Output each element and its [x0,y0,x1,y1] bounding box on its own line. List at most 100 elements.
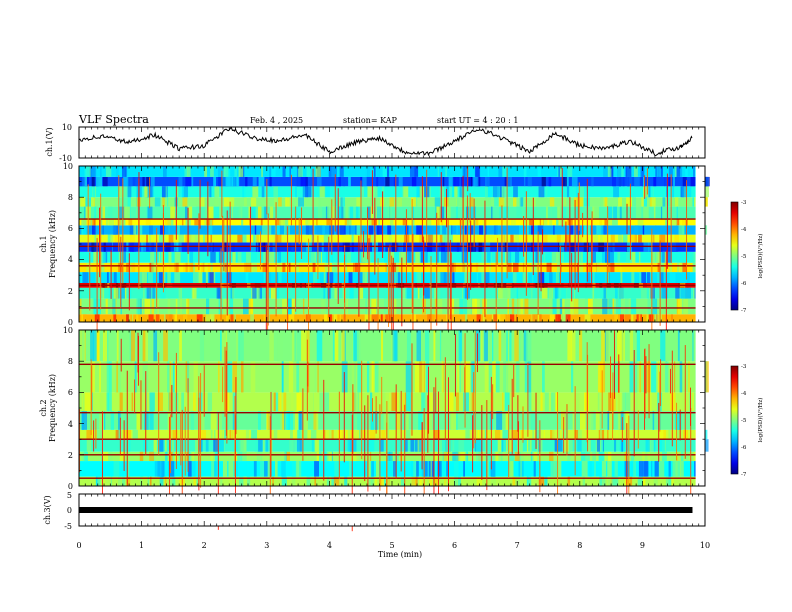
spectral-speckle [113,314,117,322]
spectral-speckle [158,234,165,243]
spectral-speckle [346,219,352,226]
sferic-streak [671,350,673,447]
time-axis-tick-label: 1 [139,541,144,550]
spectral-speckle [376,225,380,235]
spectral-speckle [301,272,305,283]
spectral-speckle [329,429,334,440]
sferic-streak [574,386,576,476]
spectral-speckle [152,287,156,299]
spectral-speckle [604,219,608,226]
spectral-speckle [166,262,169,273]
spectral-speckle [290,411,294,430]
spectral-speckle [176,451,181,462]
spectral-speckle [108,287,113,299]
spectral-speckle [386,166,390,177]
spectral-speckle [657,262,661,273]
spectral-speckle [349,225,351,235]
spectral-speckle [271,166,276,177]
spectral-speckle [81,314,83,322]
spectral-speckle [331,251,333,263]
spectral-speckle [692,262,698,273]
spectral-speckle [445,242,449,252]
spectral-speckle [406,330,411,362]
ch3-ytick-0: 0 [67,506,72,515]
spectral-speckle [668,429,671,440]
spectral-speckle [452,439,455,452]
sferic-streak [145,371,147,456]
spectral-speckle [505,411,509,430]
spectral-speckle [373,262,379,273]
spectral-speckle [600,197,607,207]
spectral-speckle [126,314,130,322]
spectral-speckle [446,461,449,477]
spectral-speckle [306,476,311,486]
spectral-speckle [602,439,604,452]
spectral-speckle [484,429,486,440]
spectral-speckle [659,439,665,452]
spectral-speckle [621,439,624,452]
spectral-speckle [263,242,266,252]
spectral-speckle [258,287,263,299]
spectral-speckle [83,206,86,220]
spectral-speckle [509,451,515,462]
spectral-speckle [175,298,178,315]
spectral-speckle [503,262,508,273]
cb2-tick-m3: -3 [741,364,747,370]
spectral-speckle [90,330,94,362]
spectral-speckle [211,461,215,477]
spectral-speckle [651,197,656,207]
spectral-speckle [260,461,266,477]
spectral-speckle [146,186,152,198]
sferic-streak [149,177,151,209]
spectral-speckle [272,242,276,252]
spectral-speckle [369,234,376,243]
spectral-speckle [111,242,114,252]
spectral-speckle [400,476,405,486]
spectral-speckle [254,439,259,452]
spectral-speckle [179,451,181,462]
spectral-speckle [624,476,631,486]
spectral-speckle [440,461,447,477]
spectral-speckle [653,476,658,486]
spectral-speckle [584,298,590,315]
sferic-streak [522,406,524,443]
spectral-speckle [559,166,562,177]
spectral-speckle [284,225,290,235]
sferic-streak [275,202,277,317]
spectral-speckle [512,262,519,273]
spectral-speckle [123,176,129,187]
spectral-speckle [550,461,553,477]
sferic-streak [400,390,402,472]
spectral-speckle [149,476,152,486]
ch3-ytick-5: 5 [67,491,72,500]
spectral-speckle [186,166,191,177]
spectral-speckle [428,411,433,430]
sferic-streak [613,330,615,399]
spectral-speckle [123,251,127,263]
sferic-streak [542,229,544,255]
spectral-speckle [572,411,575,430]
sferic-streak [513,364,515,398]
spectral-speckle [530,411,536,430]
spectral-speckle [91,225,96,235]
spectral-speckle [542,219,544,226]
spectral-speckle [189,251,194,263]
spectral-speckle [685,166,688,177]
spectral-speckle [116,361,119,393]
spectral-speckle [357,206,361,220]
spectral-speckle [353,262,355,273]
spectral-speckle [250,361,256,393]
sferic-streak [235,377,237,435]
sferic-streak [559,245,561,285]
spectral-speckle [607,476,611,486]
spectral-speckle [331,451,333,462]
spectral-speckle [310,429,317,440]
spectral-speckle [396,287,399,299]
spectral-speckle [640,272,647,283]
spectral-speckle [95,476,98,486]
spectral-speckle [223,166,229,177]
spectral-speckle [99,361,101,393]
spectral-speckle [206,219,212,226]
ch1-ytick-8: 8 [68,193,73,202]
spectral-speckle [652,298,658,315]
